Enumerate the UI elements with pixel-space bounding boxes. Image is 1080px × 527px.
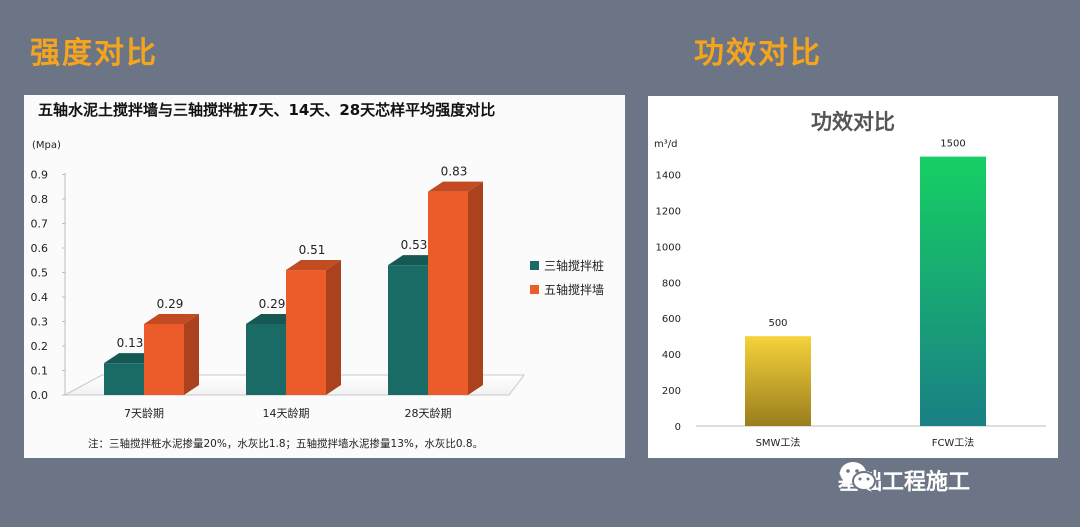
legend-label: 三轴搅拌桩 (544, 258, 604, 273)
y-tick-label: 1000 (656, 242, 681, 253)
data-label: 0.53 (401, 238, 428, 252)
bar-top (286, 260, 341, 271)
bar (920, 156, 986, 426)
y-tick-label: 0.5 (31, 267, 49, 280)
bar (745, 336, 811, 426)
y-tick-label: 0.1 (31, 365, 49, 378)
x-category-label: SMW工法 (756, 436, 801, 449)
strength-y-axis-label: (Mpa) (32, 140, 61, 151)
y-tick-label: 800 (662, 278, 681, 289)
data-label: 0.51 (299, 243, 326, 257)
strength-chart-title: 五轴水泥土搅拌墙与三轴搅拌桩7天、14天、28天芯样平均强度对比 (38, 101, 495, 119)
y-tick-label: 0.2 (31, 340, 49, 353)
bar-side (326, 260, 341, 395)
y-tick-label: 0.8 (31, 193, 49, 206)
strength-chart: 五轴水泥土搅拌墙与三轴搅拌桩7天、14天、28天芯样平均强度对比 (Mpa) 0… (31, 101, 605, 450)
bar-top (144, 313, 199, 324)
x-category-label: FCW工法 (932, 436, 975, 449)
y-tick-label: 0.4 (31, 291, 49, 304)
bar-front (428, 191, 468, 395)
x-category-label: 14天龄期 (263, 406, 310, 420)
strength-chart-panel: 五轴水泥土搅拌墙与三轴搅拌桩7天、14天、28天芯样平均强度对比 (Mpa) 0… (24, 95, 625, 458)
y-tick-label: 0.7 (31, 218, 49, 231)
data-label: 1500 (940, 139, 965, 150)
legend-swatch (530, 285, 539, 294)
watermark: 基础工程施工 (838, 460, 970, 500)
y-tick-label: 0.3 (31, 316, 49, 329)
data-label: 0.83 (441, 165, 468, 179)
x-category-label: 28天龄期 (405, 406, 452, 420)
y-tick-label: 200 (662, 386, 681, 397)
wechat-icon (840, 462, 876, 492)
bar-front (144, 323, 184, 395)
bar-front (104, 363, 144, 395)
y-tick-label: 0 (675, 422, 681, 433)
legend-label: 五轴搅拌墙 (544, 282, 604, 297)
efficiency-chart-title: 功效对比 (811, 110, 895, 134)
bar-front (286, 270, 326, 395)
strength-chart-note: 注：三轴搅拌桩水泥掺量20%，水灰比1.8；五轴搅拌墙水泥掺量13%，水灰比0.… (88, 437, 483, 450)
legend-swatch (530, 261, 539, 270)
bar-front (246, 323, 286, 395)
y-tick-label: 0.9 (31, 169, 49, 182)
efficiency-heading: 功效对比 (694, 36, 822, 71)
y-tick-label: 600 (662, 314, 681, 325)
bar-side (184, 313, 199, 395)
efficiency-chart: 功效对比 m³/d 0 200 400 600 800 1000 1200 1400 500 S… (654, 110, 1046, 449)
strength-heading: 强度对比 (30, 36, 158, 71)
bar-front (388, 265, 428, 395)
efficiency-chart-panel: 功效对比 m³/d 0 200 400 600 800 1000 1200 1400 500 S… (648, 96, 1058, 458)
y-tick-label: 0.0 (31, 389, 49, 402)
data-label: 0.29 (259, 297, 286, 311)
y-tick-label: 0.6 (31, 242, 49, 255)
data-label: 500 (768, 318, 787, 329)
data-label: 0.29 (157, 297, 184, 311)
bar-side (468, 181, 483, 395)
bar-top (428, 181, 483, 192)
y-tick-label: 1400 (656, 171, 681, 182)
x-category-label: 7天龄期 (124, 406, 164, 420)
y-tick-label: 1200 (656, 206, 681, 217)
efficiency-y-axis-label: m³/d (654, 139, 677, 150)
y-tick-label: 400 (662, 350, 681, 361)
data-label: 0.13 (117, 336, 144, 350)
